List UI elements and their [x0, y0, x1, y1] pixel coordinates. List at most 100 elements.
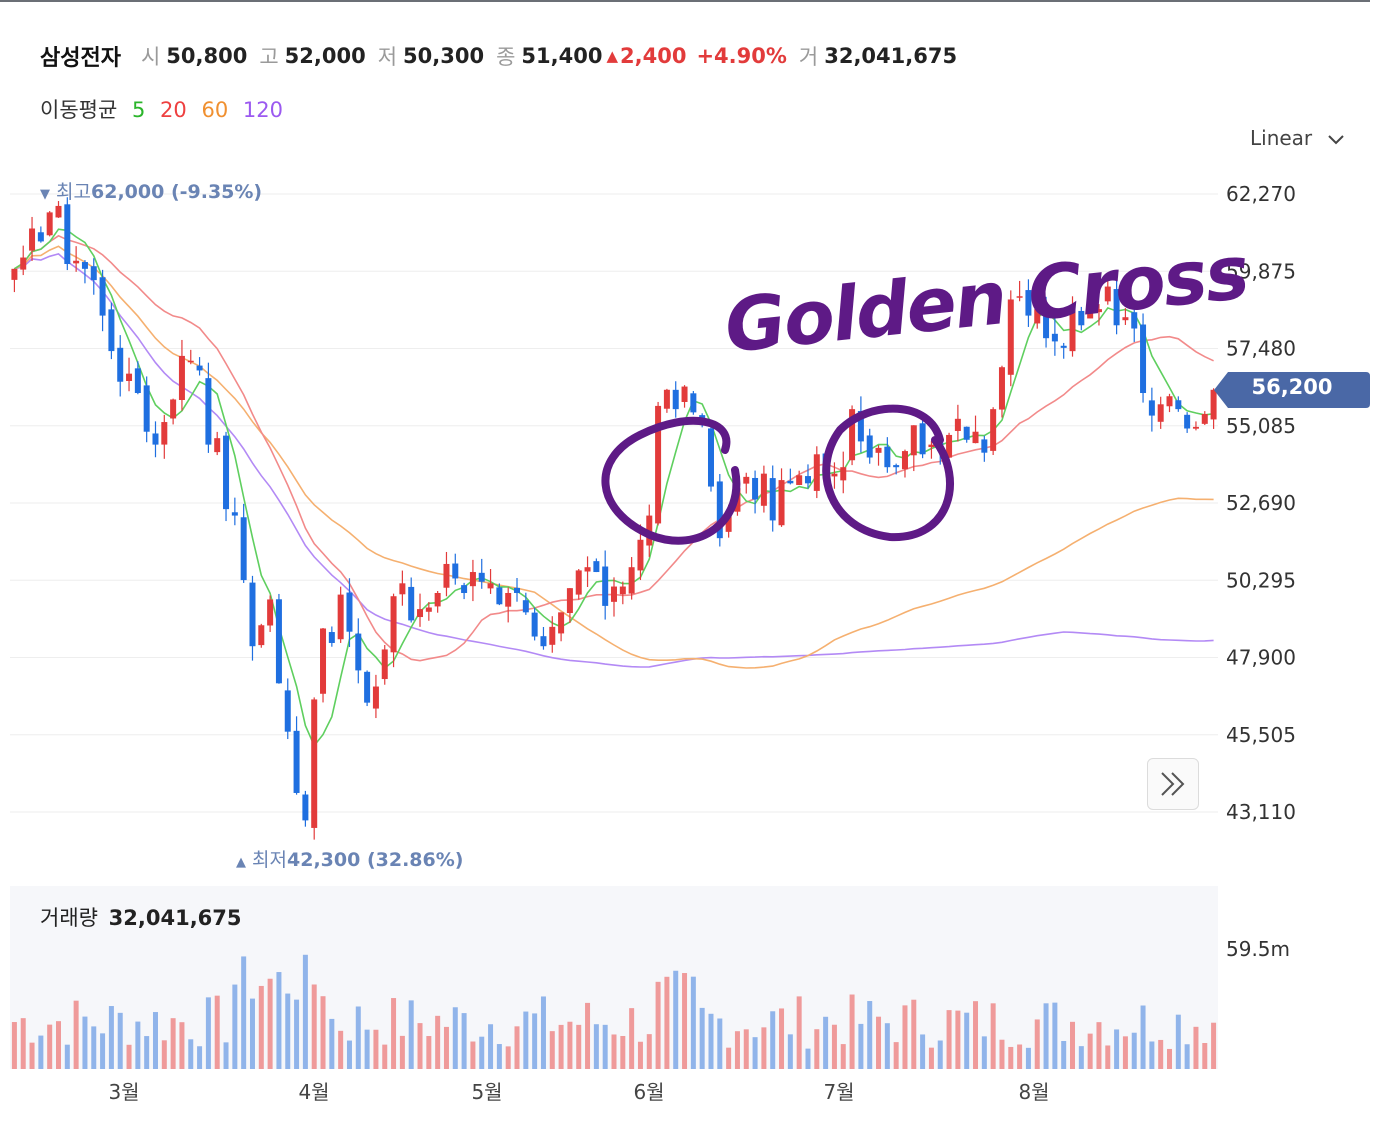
- volume-bar: [805, 1048, 811, 1069]
- volume-title: 거래량: [40, 906, 98, 930]
- volume-bar: [831, 1024, 837, 1069]
- volume-bar: [734, 1031, 740, 1069]
- candle-body: [531, 612, 538, 637]
- candle-body: [849, 409, 856, 461]
- volume-bar: [1122, 1036, 1128, 1069]
- candle-body: [487, 583, 494, 589]
- candle-body: [566, 588, 573, 614]
- candle-body: [875, 447, 882, 453]
- moving-average-label: 이동평균: [40, 98, 118, 122]
- ma-5[interactable]: 5: [131, 98, 146, 122]
- candle-body: [64, 204, 71, 264]
- y-tick-label: 57,480: [1226, 337, 1296, 361]
- volume-bar: [426, 1036, 432, 1069]
- volume-bar: [1061, 1040, 1067, 1069]
- volume-bar: [1149, 1041, 1155, 1069]
- ma-20[interactable]: 20: [160, 98, 187, 122]
- candle-body: [954, 418, 961, 431]
- y-tick-label: 55,085: [1226, 414, 1296, 438]
- x-tick-label: 4월: [298, 1080, 329, 1104]
- volume-bar: [946, 1010, 952, 1069]
- volume-bar: [549, 1031, 555, 1069]
- volume-bar: [470, 1041, 476, 1069]
- volume-bar: [787, 1034, 793, 1069]
- candle-body: [478, 572, 485, 582]
- open-value: 50,800: [166, 44, 248, 68]
- current-price-value: 56,200: [1251, 375, 1333, 399]
- volume-bar: [346, 1040, 352, 1069]
- candle-body: [11, 268, 18, 280]
- moving-average-legend[interactable]: 이동평균 5 20 60 120: [40, 94, 291, 124]
- volume-bar: [355, 1006, 361, 1069]
- volume-bar: [1052, 1002, 1058, 1069]
- volume-bar: [620, 1035, 626, 1069]
- volume-bar: [1184, 1044, 1190, 1069]
- candle-body: [1192, 426, 1199, 429]
- expand-button[interactable]: [1147, 758, 1199, 810]
- y-tick-label: 62,270: [1226, 182, 1296, 206]
- volume-bar: [708, 1013, 714, 1069]
- candle-body: [187, 360, 194, 363]
- candle-body: [505, 592, 512, 607]
- candle-body: [381, 649, 388, 680]
- volume-bar: [64, 1044, 70, 1069]
- ma-120[interactable]: 120: [242, 98, 283, 122]
- candle-body: [46, 212, 53, 236]
- volume-bar: [285, 993, 291, 1069]
- candle-body: [1104, 286, 1111, 302]
- candle-body: [963, 426, 970, 440]
- candle-body: [725, 515, 732, 532]
- volume-total: 32,041,675: [108, 906, 242, 930]
- volume-bar: [417, 1023, 423, 1069]
- volume-bar: [135, 1021, 141, 1069]
- volume-bar: [567, 1021, 573, 1069]
- candle-body: [593, 561, 600, 573]
- volume-bar: [902, 1005, 908, 1069]
- volume-bar: [682, 973, 688, 1069]
- volume-bar: [1158, 1039, 1164, 1069]
- volume-bar: [1131, 1032, 1137, 1069]
- candle-body: [637, 539, 644, 571]
- volume-bar: [488, 1024, 494, 1069]
- x-tick-label: 5월: [471, 1080, 502, 1104]
- volume-bar: [276, 972, 282, 1069]
- volume-bar: [55, 1021, 61, 1069]
- price-tag-shape: [1214, 372, 1370, 408]
- candle-body: [522, 600, 529, 613]
- candle-body: [152, 433, 159, 445]
- candle-body: [866, 435, 873, 458]
- candle-body: [1140, 324, 1147, 394]
- ma-60[interactable]: 60: [201, 98, 229, 122]
- annotation-circle-2: [822, 404, 954, 542]
- volume-bar: [20, 1018, 26, 1069]
- current-price-tag: 56,200: [1214, 372, 1370, 408]
- candle-body: [901, 451, 908, 470]
- candle-body: [981, 439, 988, 453]
- volume-bar: [1175, 1014, 1181, 1069]
- volume-bar: [558, 1024, 564, 1069]
- volume-bar: [170, 1018, 176, 1069]
- candle-body: [857, 410, 864, 442]
- candle-body: [275, 599, 282, 684]
- candle-body: [972, 431, 979, 444]
- volume-bar: [329, 1018, 335, 1069]
- scale-selector[interactable]: Linear: [1250, 126, 1345, 150]
- volume-bar: [47, 1024, 53, 1069]
- candle-body: [1060, 345, 1067, 348]
- candle-body: [399, 583, 406, 595]
- candle-body: [787, 480, 794, 484]
- candle-body: [1078, 310, 1085, 326]
- volume-bar: [100, 1033, 106, 1069]
- volume-bar: [523, 1011, 529, 1069]
- candle-body: [1087, 309, 1094, 319]
- candle-body: [205, 378, 212, 445]
- volume-label: 거: [798, 45, 819, 69]
- candle-body: [170, 399, 177, 419]
- volume-bar: [1096, 1022, 1102, 1069]
- volume-bar: [391, 998, 397, 1069]
- up-arrow-icon: ▲: [606, 47, 619, 65]
- candle-body: [628, 567, 635, 594]
- volume-bar: [770, 1011, 776, 1069]
- candle-body: [461, 585, 468, 593]
